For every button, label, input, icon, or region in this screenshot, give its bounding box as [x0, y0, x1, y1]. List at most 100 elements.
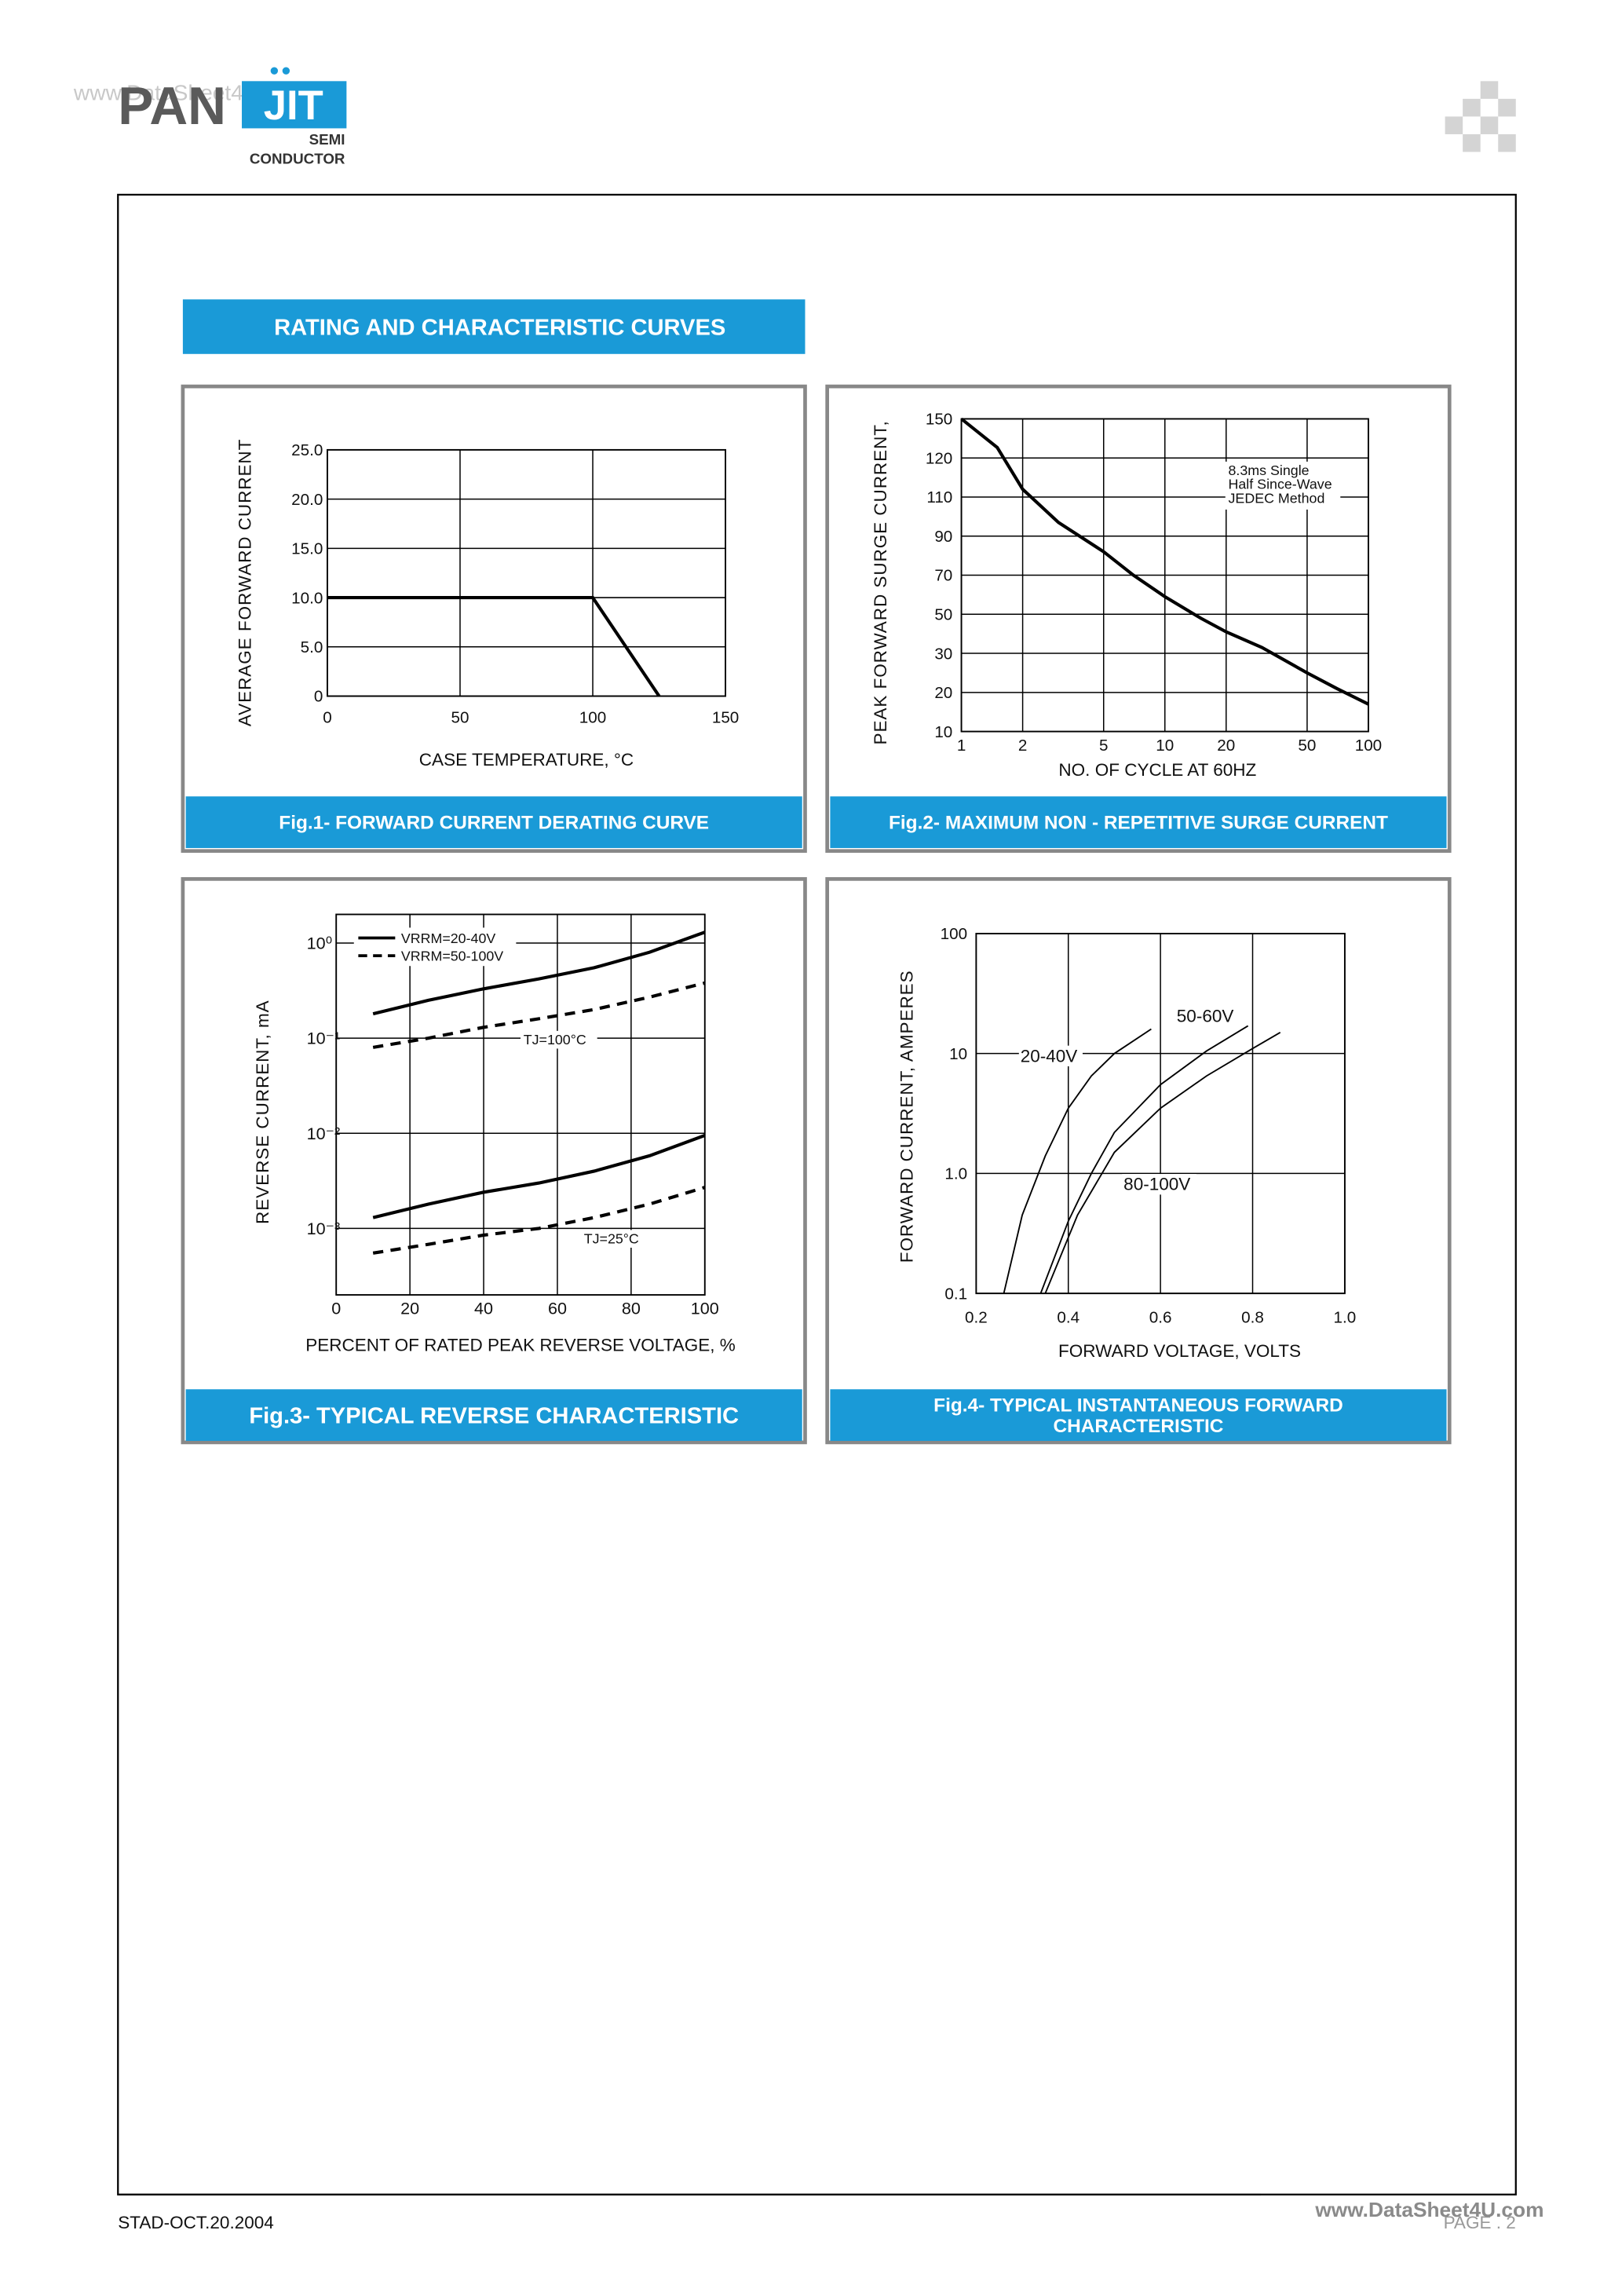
logo-highlight: JIT — [264, 82, 323, 129]
y-tick-label: 120 — [926, 449, 952, 467]
annotation-bg — [520, 1030, 597, 1049]
series-label: 50-60V — [1177, 1007, 1234, 1026]
legend-box — [353, 927, 517, 967]
x-tick-label: 50 — [1298, 737, 1316, 755]
x-tick-label: 0.2 — [965, 1309, 988, 1327]
x-axis-title: NO. OF CYCLE AT 60HZ — [1058, 760, 1256, 780]
figure-caption: Fig.2- MAXIMUM NON - REPETITIVE SURGE CU… — [889, 813, 1388, 834]
y-axis-title: PEAK FORWARD SURGE CURRENT, — [871, 420, 890, 744]
y-tick-label: 10⁻² — [307, 1124, 341, 1143]
company-line: CONDUCTOR — [250, 151, 345, 167]
annotation: JEDEC Method — [1229, 490, 1325, 506]
annotation-bg — [581, 1230, 658, 1248]
y-tick-label: 5.0 — [301, 638, 323, 656]
y-tick-label: 10⁻³ — [307, 1219, 341, 1238]
y-tick-label: 10 — [949, 1045, 967, 1063]
data-line — [327, 595, 661, 697]
x-tick-label: 0 — [323, 708, 332, 726]
y-tick-label: 10⁰ — [307, 934, 333, 953]
data-line — [960, 417, 1369, 706]
y-tick-label: 100 — [941, 925, 967, 943]
x-tick-label: 0 — [331, 1298, 341, 1318]
company-line: SEMI — [309, 131, 345, 148]
x-tick-label: 60 — [548, 1298, 567, 1318]
document-code: STAD-OCT.20.2004 — [118, 2213, 274, 2232]
section-title: RATING AND CHARACTERISTIC CURVES — [274, 315, 725, 340]
data-line — [1044, 1031, 1281, 1294]
data-line — [372, 1134, 706, 1219]
data-line — [1003, 1028, 1152, 1294]
data-line — [372, 981, 706, 1049]
annotation: TJ=100°C — [524, 1032, 586, 1047]
series-label: 80-100V — [1123, 1175, 1190, 1194]
y-tick-label: 15.0 — [291, 540, 323, 558]
annotation: Half Since-Wave — [1229, 477, 1332, 492]
x-tick-label: 100 — [579, 708, 606, 726]
caption-band — [830, 1389, 1447, 1442]
x-tick-label: 20 — [400, 1298, 419, 1318]
x-tick-label: 100 — [1355, 737, 1382, 755]
footer-watermark: www.DataSheet4U.com — [1314, 2198, 1543, 2221]
series-label: 20-40V — [1021, 1046, 1078, 1066]
x-tick-label: 20 — [1217, 737, 1235, 755]
x-tick-label: 2 — [1018, 737, 1027, 755]
y-tick-label: 50 — [934, 606, 952, 624]
y-tick-label: 0 — [314, 688, 323, 706]
y-tick-label: 20 — [934, 684, 952, 702]
y-tick-label: 90 — [934, 528, 952, 546]
y-tick-label: 1.0 — [944, 1165, 967, 1183]
y-tick-label: 25.0 — [291, 441, 323, 459]
x-tick-label: 0.6 — [1149, 1309, 1172, 1327]
x-tick-label: 40 — [474, 1298, 493, 1318]
x-tick-label: 0.4 — [1057, 1309, 1080, 1327]
figure-frame — [825, 877, 1452, 1445]
data-line — [372, 1186, 706, 1255]
series-label-bg — [1174, 1005, 1240, 1027]
y-axis-title: REVERSE CURRENT, mA — [253, 1000, 272, 1224]
x-tick-label: 1.0 — [1334, 1309, 1357, 1327]
x-axis-title: CASE TEMPERATURE, °C — [419, 750, 634, 770]
y-tick-label: 0.1 — [944, 1285, 967, 1303]
figure-caption: CHARACTERISTIC — [1053, 1416, 1223, 1437]
section-banner — [182, 299, 806, 354]
y-tick-label: 30 — [934, 645, 952, 663]
legend-label: VRRM=20-40V — [401, 930, 496, 946]
y-tick-label: 110 — [926, 488, 952, 506]
annotation: 8.3ms Single — [1229, 462, 1310, 478]
series-label-bg — [1018, 1045, 1083, 1066]
legend-label: VRRM=50-100V — [401, 949, 503, 964]
logo-dot — [282, 67, 290, 75]
y-tick-label: 10 — [934, 723, 952, 741]
series-label-bg — [1122, 1174, 1196, 1195]
caption-band — [830, 796, 1447, 848]
figure-frame — [181, 877, 807, 1445]
y-tick-label: 70 — [934, 567, 952, 585]
y-tick-label: 10.0 — [291, 589, 323, 607]
annotation-bg — [1225, 461, 1341, 510]
x-tick-label: 80 — [622, 1298, 641, 1318]
x-tick-label: 5 — [1099, 737, 1109, 755]
y-tick-label: 10⁻¹ — [307, 1029, 341, 1048]
x-tick-label: 100 — [691, 1298, 719, 1318]
annotation: TJ=25°C — [584, 1230, 639, 1246]
y-tick-label: 20.0 — [291, 491, 323, 509]
y-axis-title: AVERAGE FORWARD CURRENT — [235, 439, 254, 726]
caption-band — [185, 796, 802, 848]
x-axis-title: PERCENT OF RATED PEAK REVERSE VOLTAGE, % — [305, 1335, 736, 1355]
logo-text: PAN — [118, 77, 226, 136]
data-line — [1039, 1025, 1249, 1294]
figure-frame — [181, 384, 807, 854]
figure-caption: Fig.1- FORWARD CURRENT DERATING CURVE — [279, 813, 709, 834]
y-axis-title: FORWARD CURRENT, AMPERES — [897, 970, 917, 1263]
x-tick-label: 1 — [957, 737, 966, 755]
x-tick-label: 10 — [1156, 737, 1174, 755]
x-tick-label: 50 — [451, 708, 469, 726]
figure-frame — [825, 384, 1452, 854]
data-line — [372, 930, 706, 1016]
x-axis-title: FORWARD VOLTAGE, VOLTS — [1058, 1341, 1301, 1361]
logo-box — [242, 81, 347, 129]
x-tick-label: 150 — [712, 708, 739, 726]
x-tick-label: 0.8 — [1241, 1309, 1264, 1327]
